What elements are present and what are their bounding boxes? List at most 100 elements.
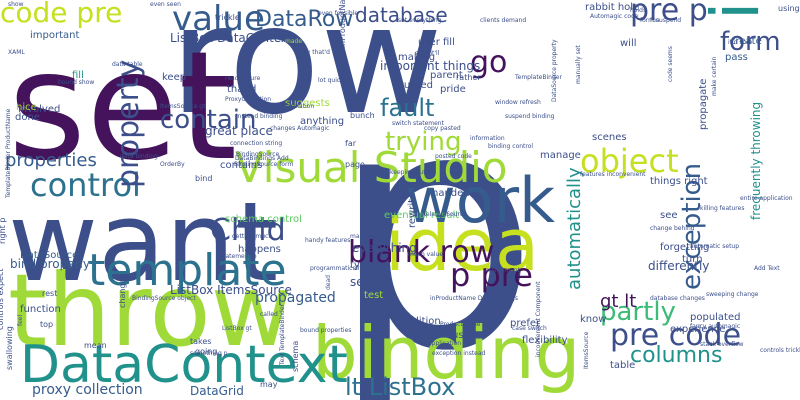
- word-turned: turned: [400, 80, 433, 91]
- word-value: value: [172, 0, 265, 39]
- word-show: show: [8, 1, 24, 8]
- word-making: making: [398, 52, 435, 63]
- word-killing-features: killing features: [700, 205, 744, 212]
- word-know: know: [580, 314, 606, 325]
- word-anything: anything: [300, 116, 344, 127]
- word-pre-code: pre code: [610, 318, 741, 353]
- word-work: work: [405, 164, 555, 237]
- word-feel: feel: [17, 315, 24, 326]
- word-that-d: that'd: [227, 84, 256, 95]
- word-fancy-automagic: fancy automagic: [690, 323, 740, 330]
- word-code-seems: code seems: [667, 46, 674, 82]
- word-object: object: [580, 142, 679, 180]
- word-listbox-datacontext: ListBox DataContext: [170, 31, 293, 45]
- word-table: table: [610, 360, 635, 371]
- word-experience: experience: [670, 324, 725, 335]
- word-even-seen: even seen: [150, 1, 181, 8]
- word-form-suspend: form suspend: [640, 17, 681, 24]
- word-may: may: [260, 380, 278, 389]
- word-form: form: [720, 27, 781, 57]
- word-lt-listbox: lt ListBox: [345, 373, 455, 400]
- word-propagated: propagated: [255, 290, 336, 306]
- word-inproductname-databindings: inProductName DataBindings: [430, 295, 518, 302]
- word-something-p: something p: [190, 350, 228, 357]
- word-features-inconvenient: features inconvenient: [580, 171, 646, 178]
- word-function: function: [20, 304, 61, 315]
- word-visual-studio: Visual Studio: [235, 143, 508, 192]
- word-switch-statement: switch statement: [392, 120, 445, 127]
- word-bound-properties: bound properties: [300, 327, 351, 334]
- word-suggests: suggests: [285, 98, 330, 109]
- word-holds: holds: [630, 7, 646, 14]
- word-dead: dead: [325, 275, 332, 290]
- word-eventual-result: eventual result: [384, 210, 459, 221]
- word-user: user: [452, 330, 475, 341]
- word-page: page: [345, 160, 365, 169]
- word-instead: instead: [697, 0, 774, 20]
- word-change-behind: change behind: [650, 225, 695, 232]
- word-keeping-button: keeping button: [390, 169, 436, 176]
- word-fill: fill: [72, 70, 84, 81]
- word-posted-code: posted code: [435, 153, 472, 160]
- word-enough-information: enough information: [255, 103, 314, 110]
- word-takes: takes: [190, 337, 211, 346]
- word-rather: rather: [456, 73, 481, 82]
- word-contains: contains: [220, 160, 262, 171]
- word-proxy-collection: proxy collection: [32, 382, 143, 398]
- word-create: create: [730, 36, 762, 47]
- word-datasource-property: DataSource property: [551, 39, 558, 102]
- word-want: want: [8, 178, 278, 306]
- word-bind: bind: [195, 174, 212, 183]
- word-schema-control: schema control: [225, 214, 302, 225]
- word-application: application: [428, 340, 461, 347]
- word-pre-p: pre p: [630, 0, 708, 28]
- word-readily-sure: readily sure: [225, 75, 261, 82]
- word-entire-application: entire application: [740, 195, 793, 202]
- word-bind-properly: bind properly: [10, 257, 90, 271]
- word-turn: turn: [682, 254, 703, 265]
- word-properties: properties: [5, 150, 97, 171]
- word-columns: columns: [630, 343, 722, 368]
- word-important: important: [30, 30, 79, 41]
- word-addition: addition: [400, 316, 441, 327]
- word-mean: mean: [84, 341, 107, 350]
- word-setting: setting: [350, 275, 392, 289]
- word-bunch: bunch: [350, 111, 375, 120]
- word-fault: fault: [380, 94, 434, 122]
- word-blank-row: blank row: [348, 235, 494, 270]
- word-right-p: right p: [0, 218, 7, 244]
- word-stay: stay: [366, 179, 377, 200]
- word-property: property: [111, 60, 146, 188]
- word-automatic-setup: automatic setup: [690, 243, 739, 250]
- word-test: test: [364, 290, 383, 301]
- word-great-place: great place: [205, 124, 273, 138]
- word-nice: nice: [16, 102, 37, 113]
- word-p: p: [330, 39, 539, 400]
- word-itemssource-gt: ItemsSource gt: [160, 103, 206, 110]
- word-differently: differently: [648, 259, 709, 273]
- word-datagrid: DataGrid: [190, 384, 244, 398]
- word-rest: rest: [42, 289, 57, 298]
- word-templatebinder-productname: TemplateBinder ProductName: [5, 108, 12, 199]
- word-populated: populated: [690, 312, 740, 323]
- word-changes-automagic: changes Automagic: [270, 125, 329, 132]
- word-copy-pasted: copy pasted: [424, 125, 461, 132]
- word-manage: manage: [540, 150, 581, 161]
- word-bound-show: bound show: [58, 79, 94, 86]
- word-lot-quicker: lot quicker: [318, 77, 350, 84]
- word-user-fill: user fill: [418, 37, 455, 48]
- word-says-it-ll: says it'll: [415, 50, 440, 57]
- word-schema: schema: [291, 341, 300, 372]
- word-assignment: assignment: [485, 267, 521, 274]
- word-prefer: prefer: [510, 318, 541, 329]
- word-datarow: DataRow: [255, 7, 353, 32]
- word-pass: pass: [725, 52, 748, 63]
- word-rabbit-hole: rabbit hole: [585, 2, 639, 13]
- word-partly: partly: [600, 297, 676, 327]
- word-trickle: trickle: [215, 13, 240, 22]
- word-suspend-binding: suspend binding: [505, 113, 555, 120]
- word-xaml: XAML: [8, 49, 25, 56]
- word-keep: keep: [162, 72, 186, 83]
